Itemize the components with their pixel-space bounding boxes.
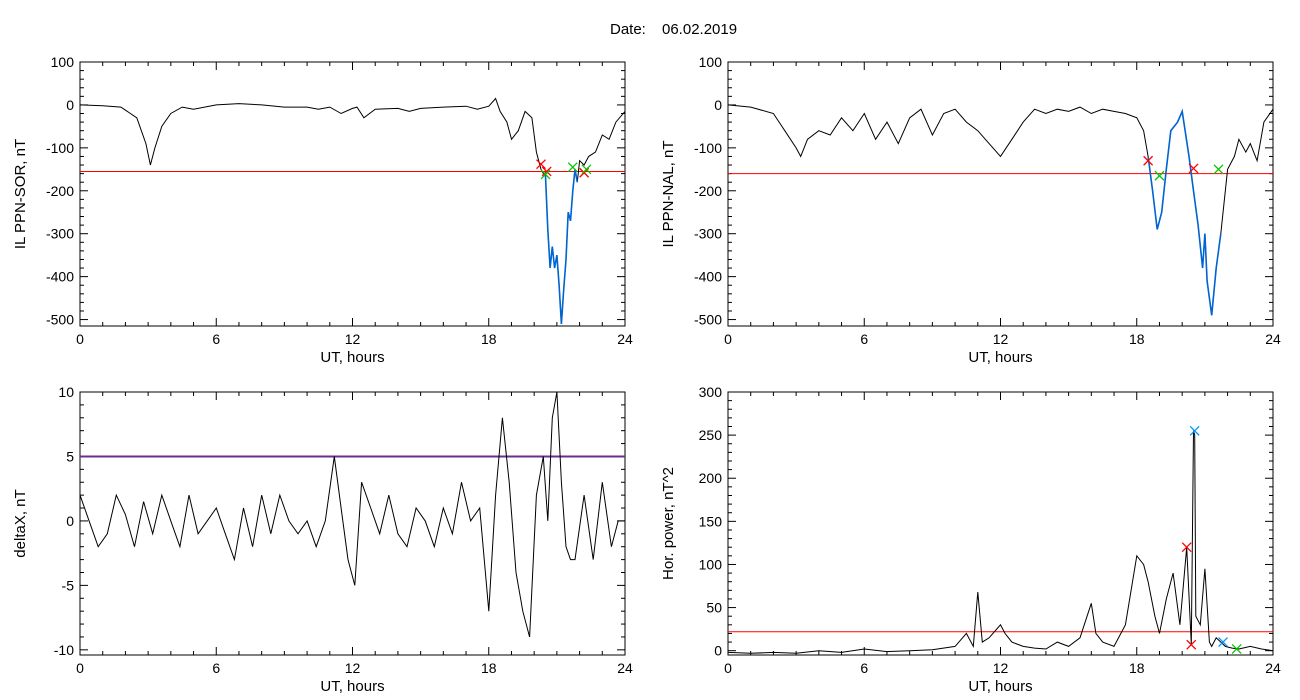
x-axis-label: UT, hours [320,349,384,366]
event-marker-end [567,162,578,173]
y-tick-label: -100 [694,140,722,156]
event-marker-onset [1188,163,1199,174]
substorm-segment [1147,108,1222,316]
event-marker-end [1154,170,1165,181]
marker-stroke [1218,637,1229,648]
event-marker-end [1231,644,1242,654]
y-tick-label: 300 [699,384,723,400]
x-tick-label: 18 [1129,660,1145,676]
chart-panel-2: 0 6 12 18 24 100 0 -100 -200 -300 -400 -500 UT, hour… [660,54,1281,366]
x-tick-label: 6 [212,660,220,676]
x-tick-label: 12 [345,660,361,676]
y-tick-label: 0 [66,513,74,529]
substorm-segment [542,169,579,324]
y-tick-label: -500 [46,312,74,328]
y-tick-label: -500 [694,312,722,328]
event-marker-end [581,164,592,175]
x-tick-label: 24 [1265,660,1281,676]
y-tick-label: 0 [714,643,722,659]
marker-stroke [541,166,552,177]
y-tick-label: 0 [714,97,722,113]
x-tick-label: 12 [993,331,1009,347]
marker-stroke [567,162,578,173]
y-tick-label: 100 [699,556,723,572]
y-tick-label: 100 [699,54,723,70]
event-marker-peak [1189,425,1200,436]
x-tick-label: 24 [617,660,633,676]
plot-frame [79,61,626,327]
marker-stroke [540,169,551,180]
x-tick-label: 18 [481,660,497,676]
data-trace [80,97,625,324]
x-tick-label: 6 [860,660,868,676]
x-axis-label: UT, hours [968,349,1032,366]
y-axis-label: IL PPN-SOR, nT [12,139,29,249]
data-trace [728,430,1273,654]
marker-stroke [1213,164,1224,175]
y-tick-label: -300 [46,226,74,242]
x-tick-label: 12 [993,660,1009,676]
y-tick-label: 250 [699,427,723,443]
y-tick-label: -5 [62,577,75,593]
y-tick-label: 50 [706,600,722,616]
x-tick-label: 18 [1129,331,1145,347]
x-tick-label: 12 [345,331,361,347]
y-tick-label: -100 [46,140,74,156]
y-tick-label: -300 [694,226,722,242]
event-marker-end [540,169,551,180]
event-marker-onset [536,159,546,170]
y-tick-label: 150 [699,513,723,529]
event-marker-onset [1186,639,1197,650]
event-marker-onset [1143,155,1154,166]
y-tick-label: -10 [54,642,74,658]
marker-stroke [1231,644,1242,654]
event-marker-onset [1181,542,1192,553]
y-axis-label: IL PPN-NAL, nT [660,141,677,248]
y-tick-label: 0 [66,97,74,113]
marker-stroke [1154,170,1165,181]
chart-panel-4: 0 6 12 18 24 300 250 200 150 100 50 0 UT, hours Hor. … [660,384,1281,695]
x-tick-label: 18 [481,331,497,347]
y-tick-label: -400 [46,269,74,285]
y-axis-label: Hor. power, nT^2 [660,467,677,580]
y-tick-label: 200 [699,470,723,486]
date-label: Date: [610,21,646,38]
x-axis-label: UT, hours [968,678,1032,695]
marker-stroke [1143,155,1154,166]
plot-frame [727,61,1274,327]
x-tick-label: 6 [212,331,220,347]
x-tick-label: 24 [1265,331,1281,347]
marker-stroke [536,159,546,170]
marker-stroke [1181,542,1192,553]
event-marker-onset [541,166,552,177]
y-tick-label: 10 [58,384,74,400]
plot-frame [79,391,626,656]
x-tick-label: 24 [617,331,633,347]
chart-panel-3: 0 6 12 18 24 10 5 0 -5 -10 UT, hours deltaX, nT [12,384,633,695]
data-trace [728,104,1273,316]
x-tick-label: 6 [860,331,868,347]
marker-stroke [1186,639,1197,650]
y-tick-label: -400 [694,269,722,285]
y-axis-label: deltaX, nT [12,489,29,557]
chart-panel-1: 0 6 12 18 24 100 0 -100 -200 -300 -400 -500 UT, hour… [12,54,633,366]
y-tick-label: -200 [46,183,74,199]
y-tick-label: 5 [66,448,74,464]
marker-stroke [1188,163,1199,174]
event-marker-peak [1218,637,1229,648]
event-marker-end [1213,164,1224,175]
date-value: 06.02.2019 [662,21,737,38]
x-tick-label: 0 [724,660,732,676]
y-tick-label: -200 [694,183,722,199]
y-tick-label: 100 [51,54,75,70]
x-tick-label: 0 [76,331,84,347]
data-trace [80,392,625,638]
x-axis-label: UT, hours [320,678,384,695]
x-tick-label: 0 [724,331,732,347]
marker-stroke [1189,425,1200,436]
marker-stroke [581,164,592,175]
x-tick-label: 0 [76,660,84,676]
